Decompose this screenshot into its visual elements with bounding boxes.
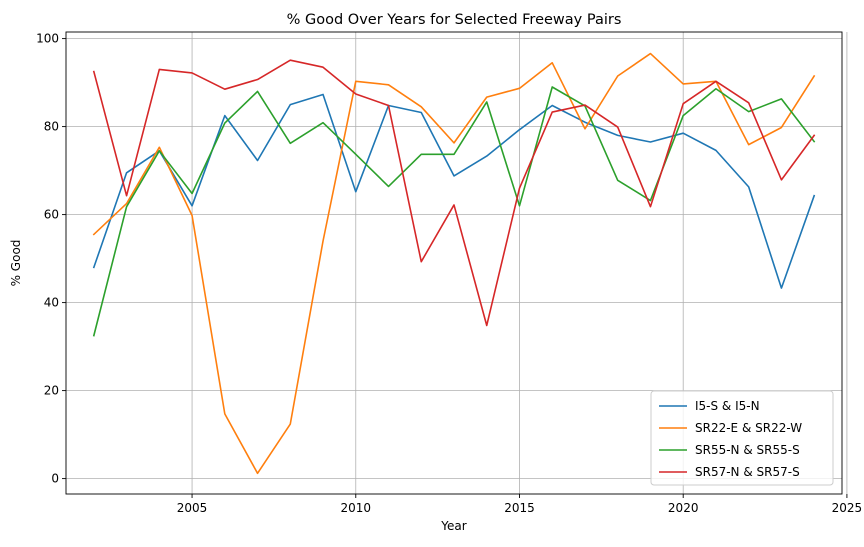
x-tick-label: 2020 [668,501,699,515]
legend-label: SR57-N & SR57-S [695,465,800,479]
chart-title: % Good Over Years for Selected Freeway P… [287,12,622,28]
y-tick-label: 100 [36,32,59,46]
x-tick-label: 2025 [832,501,863,515]
series-line-3 [92,86,816,337]
series-line-4 [92,59,816,327]
y-tick-label: 80 [44,120,59,134]
y-tick-label: 0 [51,472,59,486]
legend-label: SR55-N & SR55-S [695,443,800,457]
x-tick-label: 2015 [504,501,535,515]
legend-label: SR22-E & SR22-W [695,421,802,435]
x-axis-title: Year [440,519,466,533]
y-tick-label: 60 [44,208,59,222]
axis-ticks: 2005 2010 2015 2020 2025 0 20 40 60 80 100 [36,32,862,515]
x-tick-label: 2010 [340,501,371,515]
y-tick-label: 20 [44,384,59,398]
series-lines [92,52,816,475]
legend-label: I5-S & I5-N [695,399,760,413]
series-line-2 [92,52,816,475]
y-axis-title: % Good [9,240,23,287]
legend-box [650,390,834,486]
y-tick-label: 40 [44,296,59,310]
plot-frame [65,31,843,495]
x-tick-label: 2005 [177,501,208,515]
legend: I5-S & I5-N SR22-E & SR22-W SR55-N & SR55-… [650,390,834,486]
